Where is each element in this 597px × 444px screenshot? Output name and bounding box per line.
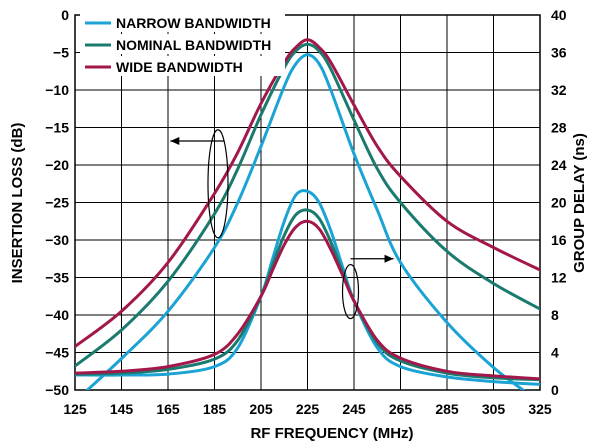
y-right-tick-label: 12 [551, 270, 567, 286]
x-tick-label: 225 [296, 401, 320, 417]
x-tick-label: 165 [156, 401, 180, 417]
y-right-tick-label: 28 [551, 120, 567, 136]
y-right-tick-label: 16 [551, 232, 567, 248]
wide-bandwidth-group-delay-line [75, 219, 540, 381]
x-tick-label: 265 [389, 401, 413, 417]
y-left-tick-label: −25 [45, 195, 69, 211]
narrow-bandwidth-group-delay-line [75, 189, 540, 386]
narrow-bandwidth-insertion-loss-line [85, 53, 526, 390]
y-left-tick-label: −15 [45, 120, 69, 136]
y-left-tick-label: −35 [45, 270, 69, 286]
y-right-tick-label: 8 [551, 307, 559, 323]
insertion-loss-group-ellipse [207, 129, 229, 239]
wide-bandwidth-insertion-loss-line [75, 38, 540, 348]
group-delay-group-ellipse [341, 263, 360, 320]
tick-labels: 125 145 165 185 205 225 245 265 285 305 325 0 −5 −10 −… [45, 7, 567, 417]
legend-label: WIDE BANDWIDTH [116, 59, 243, 75]
legend-label: NARROW BANDWIDTH [116, 15, 271, 31]
plot-frame [74, 14, 541, 391]
y-right-tick-label: 32 [551, 82, 567, 98]
legend-bg [80, 56, 285, 76]
y-left-tick-label: −20 [45, 157, 69, 173]
y-right-tick-label: 40 [551, 7, 567, 23]
x-tick-label: 285 [435, 401, 459, 417]
y-left-tick-label: −5 [53, 45, 69, 61]
y-axis-left-title: INSERTION LOSS (dB) [9, 123, 26, 284]
x-tick-label: 325 [528, 401, 552, 417]
nominal-bandwidth-insertion-loss-line [75, 42, 540, 368]
y-axis-right-title: GROUP DELAY (ns) [571, 133, 588, 273]
y-right-tick-label: 0 [551, 382, 559, 398]
y-right-tick-label: 36 [551, 45, 567, 61]
nominal-bandwidth-group-delay-line [75, 208, 540, 382]
y-left-tick-label: −10 [45, 82, 69, 98]
y-left-tick-label: −45 [45, 345, 69, 361]
y-right-tick-label: 24 [551, 157, 567, 173]
right-axis-arrowhead [384, 254, 394, 263]
x-tick-label: 305 [482, 401, 506, 417]
legend: NARROW BANDWIDTH NOMINAL BANDWIDTH WIDE BA… [80, 12, 285, 76]
x-tick-label: 205 [249, 401, 273, 417]
x-tick-label: 145 [110, 401, 134, 417]
x-axis-title: RF FREQUENCY (MHz) [250, 425, 413, 442]
legend-bg [80, 12, 285, 32]
y-right-tick-label: 20 [551, 195, 567, 211]
legend-label: NOMINAL BANDWIDTH [116, 37, 271, 53]
x-tick-label: 185 [203, 401, 227, 417]
curves [75, 38, 540, 390]
y-right-tick-label: 4 [551, 345, 559, 361]
y-left-tick-label: −40 [45, 307, 69, 323]
x-tick-label: 245 [342, 401, 366, 417]
legend-bg [80, 34, 285, 54]
x-tick-label: 125 [63, 401, 87, 417]
y-left-tick-label: −30 [45, 232, 69, 248]
y-left-tick-label: 0 [61, 7, 69, 23]
left-axis-arrowhead [170, 137, 180, 145]
y-left-tick-label: −50 [45, 382, 69, 398]
annotations [170, 129, 394, 320]
